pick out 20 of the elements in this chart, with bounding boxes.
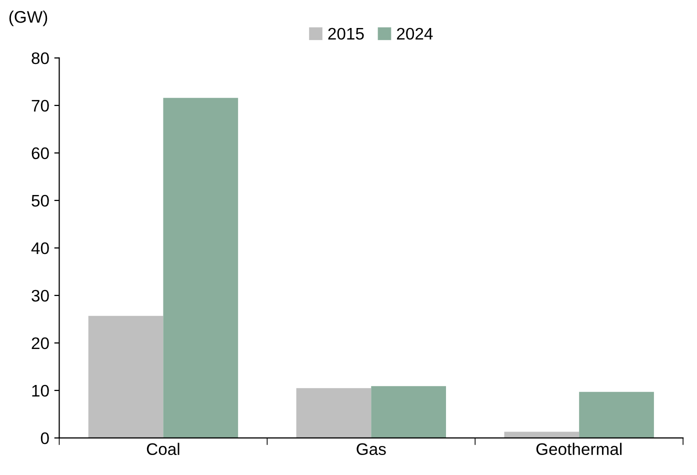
y-tick-label: 10	[32, 384, 49, 397]
bar	[88, 316, 164, 438]
legend-label: 2015	[328, 28, 364, 40]
x-tick-label: Coal	[146, 442, 180, 456]
y-tick-label: 60	[32, 147, 49, 160]
y-axis-title: (GW)	[9, 10, 48, 26]
x-tick-label: Gas	[356, 443, 386, 456]
y-tick-label: 70	[32, 100, 49, 112]
y-tick-label: 40	[31, 242, 49, 254]
legend-label: 2024	[396, 28, 433, 40]
y-tick-label: 20	[32, 337, 49, 350]
x-tick-label: Geothermal	[536, 442, 622, 456]
bar	[371, 386, 446, 438]
y-tick-label: 30	[32, 290, 49, 302]
y-tick-label: 80	[32, 52, 49, 64]
bar	[296, 388, 372, 438]
y-tick-label: 50	[32, 194, 49, 207]
bar	[579, 392, 654, 438]
bar	[163, 98, 238, 438]
y-tick-label: 0	[40, 432, 49, 444]
